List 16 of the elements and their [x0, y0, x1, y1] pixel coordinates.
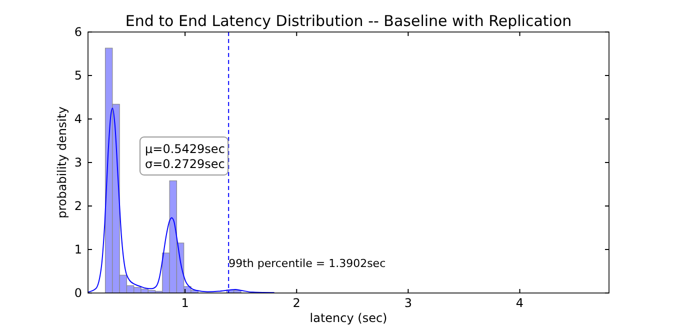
x-tick-label: 2: [292, 296, 300, 310]
y-axis-title: probability density: [55, 106, 69, 218]
y-tick-label: 0: [74, 286, 82, 300]
y-tick-label: 5: [74, 68, 82, 82]
x-tick-label: 1: [181, 296, 189, 310]
y-tick-label: 2: [74, 199, 82, 213]
y-tick-label: 4: [74, 112, 82, 126]
x-axis-title: latency (sec): [310, 311, 388, 325]
ref-line-label: 99th percentile = 1.3902sec: [228, 256, 386, 270]
x-tick-label: 4: [516, 296, 524, 310]
annotation: μ=0.5429sec σ=0.2729sec: [145, 142, 225, 171]
chart-title: End to End Latency Distribution -- Baseline with Replication: [125, 12, 572, 30]
y-tick-label: 3: [74, 156, 82, 170]
x-tick-label: 3: [404, 296, 412, 310]
y-tick-label: 1: [74, 242, 82, 256]
y-tick-label: 6: [74, 25, 82, 39]
